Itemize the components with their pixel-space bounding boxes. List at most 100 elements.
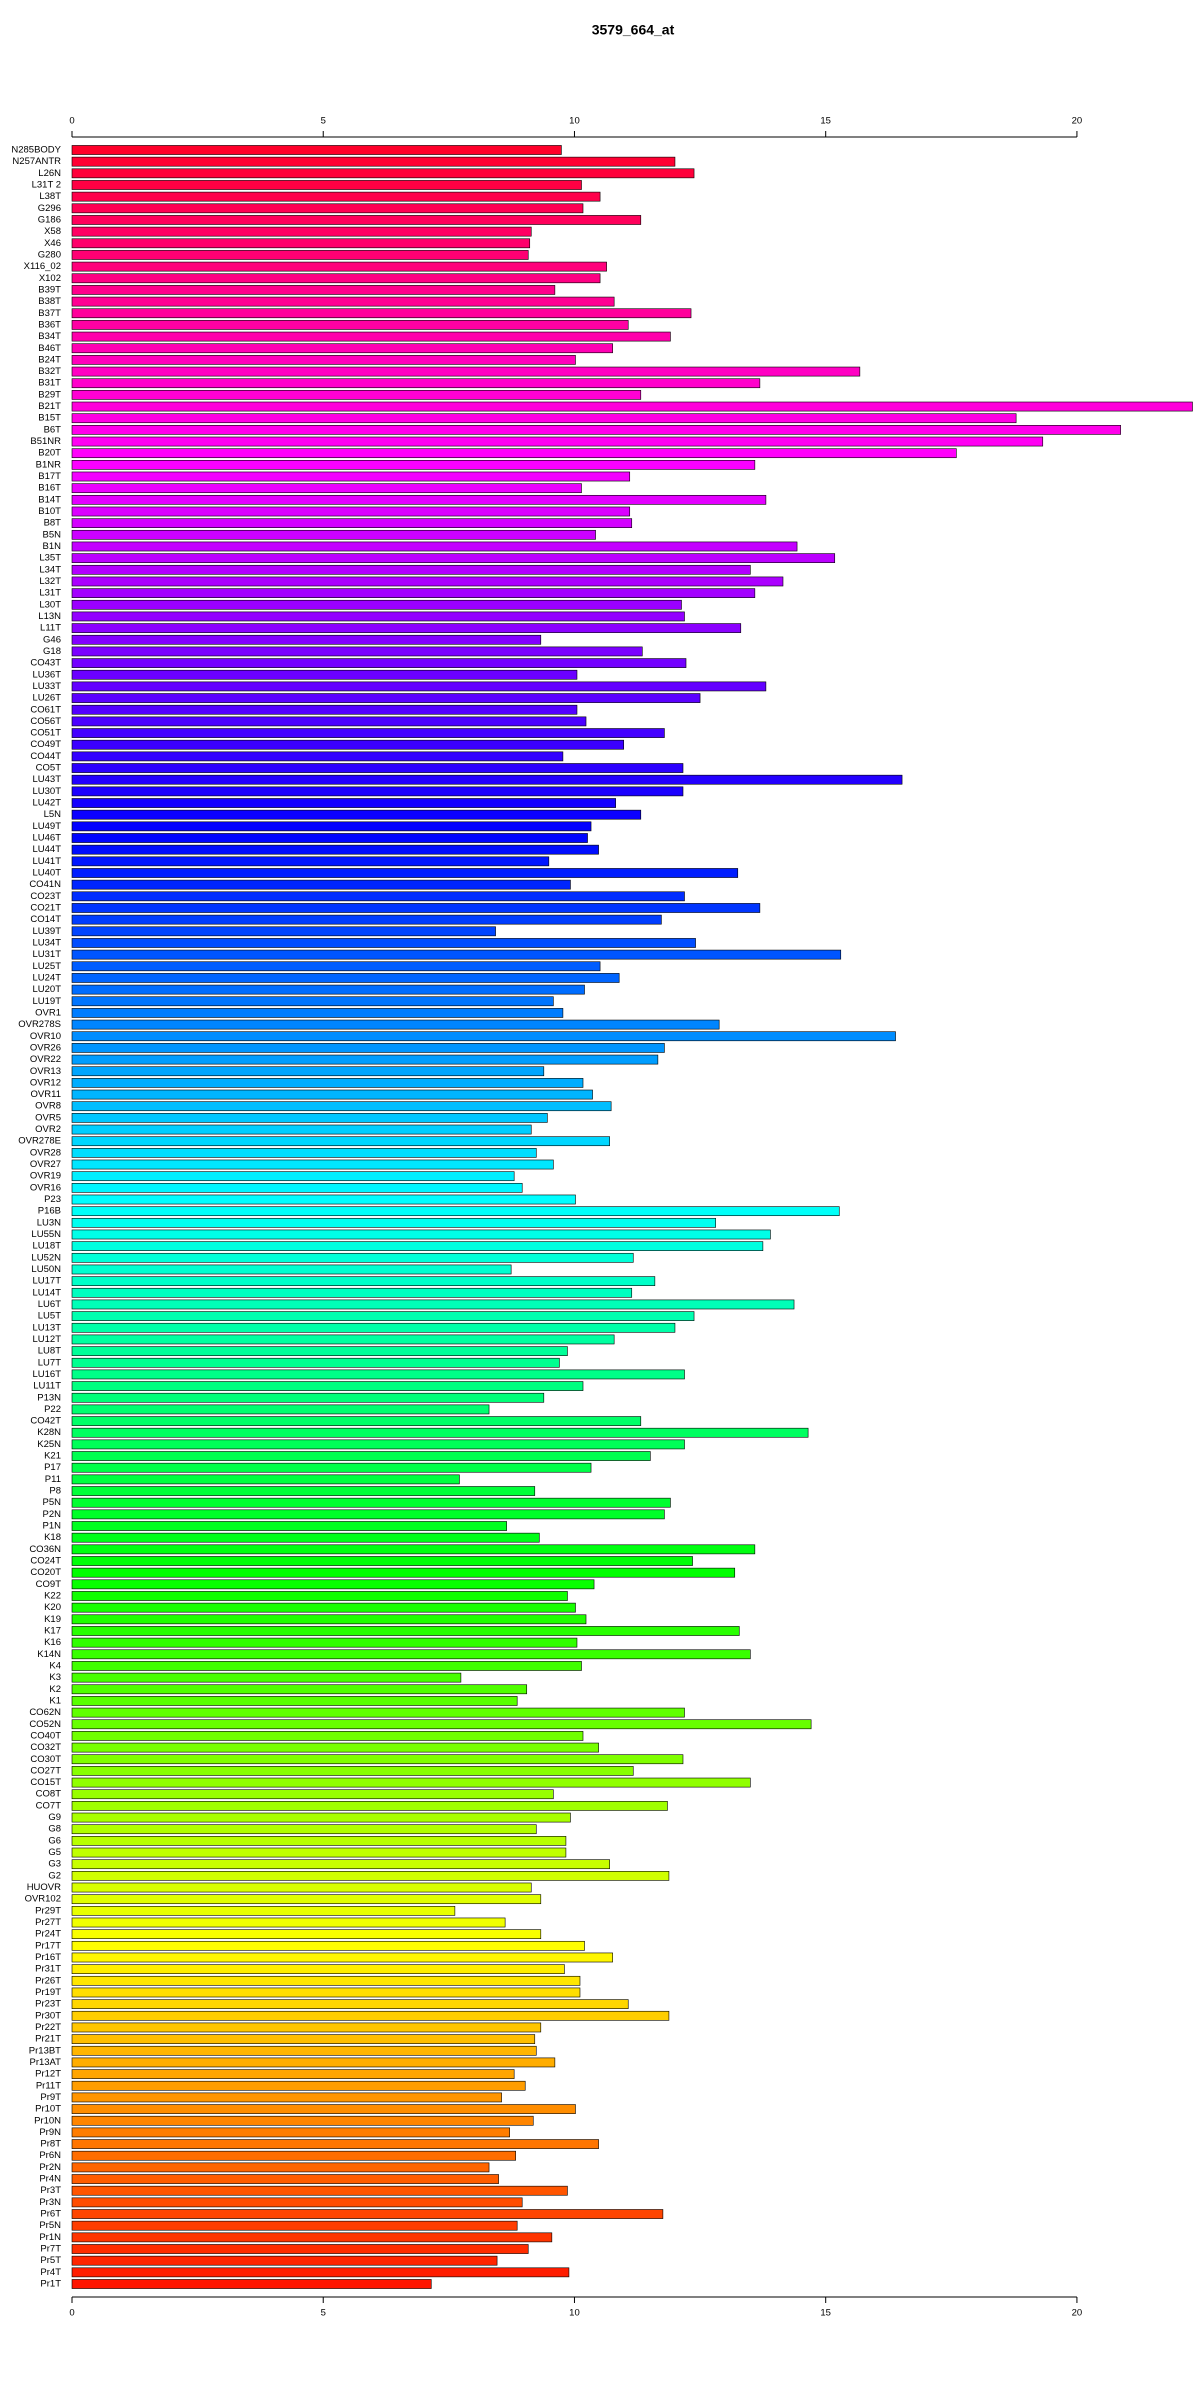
bar [71, 191, 601, 202]
bar [71, 1404, 490, 1415]
y-tick-label: G6 [48, 1835, 61, 1846]
y-tick-label: OVR22 [30, 1054, 61, 1065]
bar [71, 984, 585, 995]
y-tick-label: P8 [49, 1486, 61, 1497]
y-tick-label: OVR16 [30, 1182, 61, 1193]
y-tick-label: K2 [49, 1684, 61, 1695]
y-tick-label: K14N [37, 1649, 61, 1660]
y-tick-label: G9 [48, 1812, 61, 1823]
bar [71, 1462, 592, 1473]
bar [71, 1544, 756, 1555]
y-tick-label: Pr29T [35, 1905, 61, 1916]
y-tick-label: L11T [40, 623, 61, 634]
y-tick-label: LU5T [38, 1311, 61, 1322]
y-tick-label: P17 [44, 1462, 61, 1473]
bar [71, 1159, 554, 1170]
bar [71, 634, 542, 645]
y-tick-label: CO42T [30, 1416, 61, 1427]
bar [71, 483, 582, 494]
bar [71, 1509, 665, 1520]
bar [71, 2034, 536, 2044]
y-tick-label: Pr30T [35, 2010, 61, 2021]
bar [71, 238, 531, 249]
y-tick-label: B51NR [30, 436, 61, 447]
bar [71, 2174, 499, 2184]
y-tick-label: LU33T [32, 681, 61, 692]
bar [71, 413, 1017, 424]
y-tick-label: X102 [39, 273, 61, 284]
bar [71, 1614, 587, 1625]
y-tick-label: LU36T [32, 669, 61, 680]
bar [71, 1532, 540, 1543]
bar [71, 1882, 532, 1893]
bar [71, 1649, 751, 1660]
bar [71, 1124, 532, 1135]
y-tick-label: B31T [38, 378, 61, 389]
bar [71, 1707, 685, 1718]
bar [71, 1497, 671, 1508]
bar [71, 2127, 510, 2138]
bar [71, 786, 684, 797]
y-tick-label: Pr16T [35, 1952, 61, 1963]
y-tick-label: B15T [38, 413, 61, 424]
bar [71, 2279, 432, 2289]
bar [71, 599, 682, 610]
bar [71, 1579, 595, 1590]
bar [71, 2197, 523, 2208]
bar [71, 1894, 542, 1905]
bar [71, 2092, 502, 2103]
y-tick-label: LU24T [32, 972, 61, 983]
bar [71, 1392, 545, 1403]
y-tick-label: CO5T [36, 763, 62, 774]
bar [71, 436, 1044, 447]
bar [71, 1416, 642, 1426]
y-tick-label: Pr4T [40, 2267, 61, 2278]
bar [71, 1486, 536, 1496]
bar [71, 611, 685, 622]
bar [71, 739, 625, 750]
y-tick-label: P23 [44, 1194, 61, 1205]
y-tick-label: G5 [48, 1847, 61, 1858]
bar [71, 1276, 656, 1286]
y-tick-label: P16B [38, 1206, 61, 1217]
y-tick-label: OVR5 [35, 1112, 61, 1123]
bar [71, 879, 571, 890]
bar [71, 926, 496, 937]
bar [71, 390, 642, 400]
bar [71, 343, 613, 354]
y-tick-label: B14T [38, 494, 61, 505]
y-tick-label: Pr24T [35, 1929, 61, 1940]
bar [71, 2162, 490, 2173]
y-tick-label: Pr27T [35, 1917, 61, 1928]
bar [71, 646, 643, 657]
y-tick-label: P5N [43, 1497, 62, 1508]
bar [71, 1556, 693, 1566]
bar [71, 903, 761, 913]
y-tick-label: Pr22T [35, 2022, 61, 2033]
y-tick-label: CO24T [30, 1556, 61, 1567]
bar [71, 2150, 516, 2161]
y-tick-label: HUOVR [27, 1882, 61, 1893]
bar [71, 2209, 664, 2219]
y-tick-label: Pr5N [39, 2220, 61, 2231]
bar [71, 518, 633, 529]
y-tick-label: Pr23T [35, 1999, 61, 2010]
bar [71, 669, 578, 680]
y-tick-label: Pr21T [35, 2034, 61, 2045]
bar [71, 156, 676, 167]
bar [71, 1917, 506, 1928]
bar [71, 1451, 651, 1461]
y-tick-label: LU43T [32, 774, 61, 785]
y-tick-label: LU44T [32, 844, 61, 855]
y-tick-label: CO52N [29, 1719, 61, 1730]
y-tick-label: X46 [44, 238, 61, 249]
y-tick-label: B46T [38, 343, 61, 354]
bar [71, 1567, 736, 1578]
y-tick-label: L5N [44, 809, 62, 820]
y-tick-label: OVR278E [18, 1136, 61, 1147]
y-tick-label: L31T [39, 588, 61, 599]
bar [71, 494, 767, 505]
y-tick-label: LU11T [33, 1381, 61, 1392]
y-tick-label: CO43T [30, 658, 61, 669]
bar [71, 2244, 529, 2254]
